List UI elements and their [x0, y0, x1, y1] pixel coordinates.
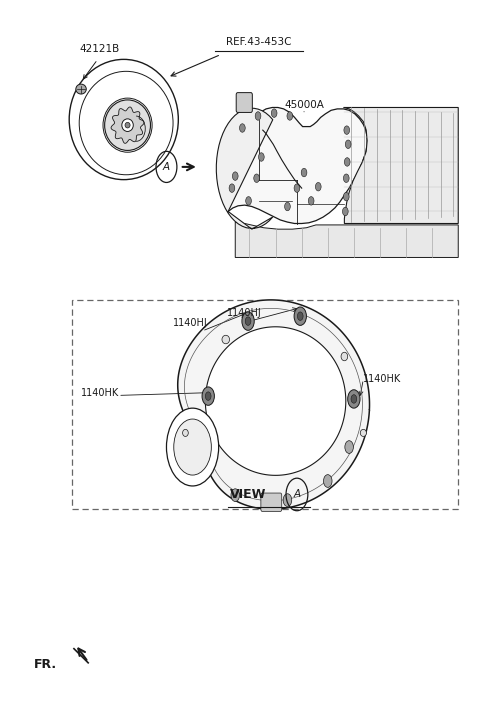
- Polygon shape: [111, 107, 144, 143]
- Circle shape: [167, 408, 219, 486]
- Circle shape: [242, 312, 254, 330]
- Circle shape: [315, 183, 321, 191]
- Circle shape: [202, 387, 215, 405]
- Text: 1140HK: 1140HK: [81, 389, 119, 399]
- Ellipse shape: [341, 352, 348, 361]
- Text: 1140HJ: 1140HJ: [173, 317, 207, 327]
- Circle shape: [294, 184, 300, 193]
- Text: 1140HK: 1140HK: [363, 374, 401, 384]
- Polygon shape: [343, 108, 458, 223]
- Circle shape: [245, 317, 251, 325]
- Circle shape: [285, 202, 290, 211]
- Circle shape: [254, 174, 260, 183]
- Ellipse shape: [125, 123, 130, 128]
- Text: A: A: [293, 489, 300, 499]
- FancyBboxPatch shape: [261, 493, 282, 511]
- Circle shape: [344, 126, 349, 134]
- Polygon shape: [216, 108, 273, 229]
- Circle shape: [343, 174, 349, 183]
- Polygon shape: [205, 327, 346, 476]
- Text: 42121B: 42121B: [80, 43, 120, 53]
- Circle shape: [351, 395, 357, 403]
- Circle shape: [343, 193, 349, 201]
- Circle shape: [345, 140, 351, 148]
- Circle shape: [324, 475, 332, 488]
- Circle shape: [298, 312, 303, 320]
- Ellipse shape: [360, 429, 366, 436]
- FancyBboxPatch shape: [236, 93, 252, 113]
- Text: VIEW: VIEW: [230, 488, 266, 501]
- Ellipse shape: [182, 429, 188, 436]
- Ellipse shape: [222, 335, 229, 344]
- Text: A: A: [163, 162, 170, 172]
- Circle shape: [229, 184, 235, 193]
- Circle shape: [231, 489, 240, 501]
- Ellipse shape: [122, 119, 133, 131]
- Circle shape: [246, 197, 252, 205]
- Circle shape: [342, 207, 348, 216]
- Text: 45000A: 45000A: [284, 101, 324, 111]
- Circle shape: [287, 112, 293, 120]
- Text: FR.: FR.: [34, 657, 57, 671]
- Circle shape: [255, 112, 261, 120]
- Circle shape: [232, 172, 238, 180]
- Circle shape: [348, 390, 360, 408]
- Circle shape: [345, 441, 353, 453]
- Circle shape: [301, 168, 307, 177]
- Polygon shape: [178, 300, 370, 509]
- Ellipse shape: [76, 84, 86, 94]
- Circle shape: [240, 124, 245, 132]
- Circle shape: [294, 307, 306, 325]
- Polygon shape: [228, 108, 367, 223]
- Text: REF.43-453C: REF.43-453C: [226, 36, 292, 46]
- Bar: [72, 300, 458, 508]
- Polygon shape: [235, 222, 458, 257]
- Circle shape: [205, 392, 211, 401]
- Ellipse shape: [105, 100, 150, 150]
- Circle shape: [283, 493, 292, 506]
- Circle shape: [344, 158, 350, 166]
- Circle shape: [308, 197, 314, 205]
- Circle shape: [259, 153, 264, 161]
- Circle shape: [174, 419, 211, 475]
- Ellipse shape: [103, 98, 152, 152]
- Circle shape: [271, 109, 277, 118]
- Text: 1140HJ: 1140HJ: [228, 307, 262, 317]
